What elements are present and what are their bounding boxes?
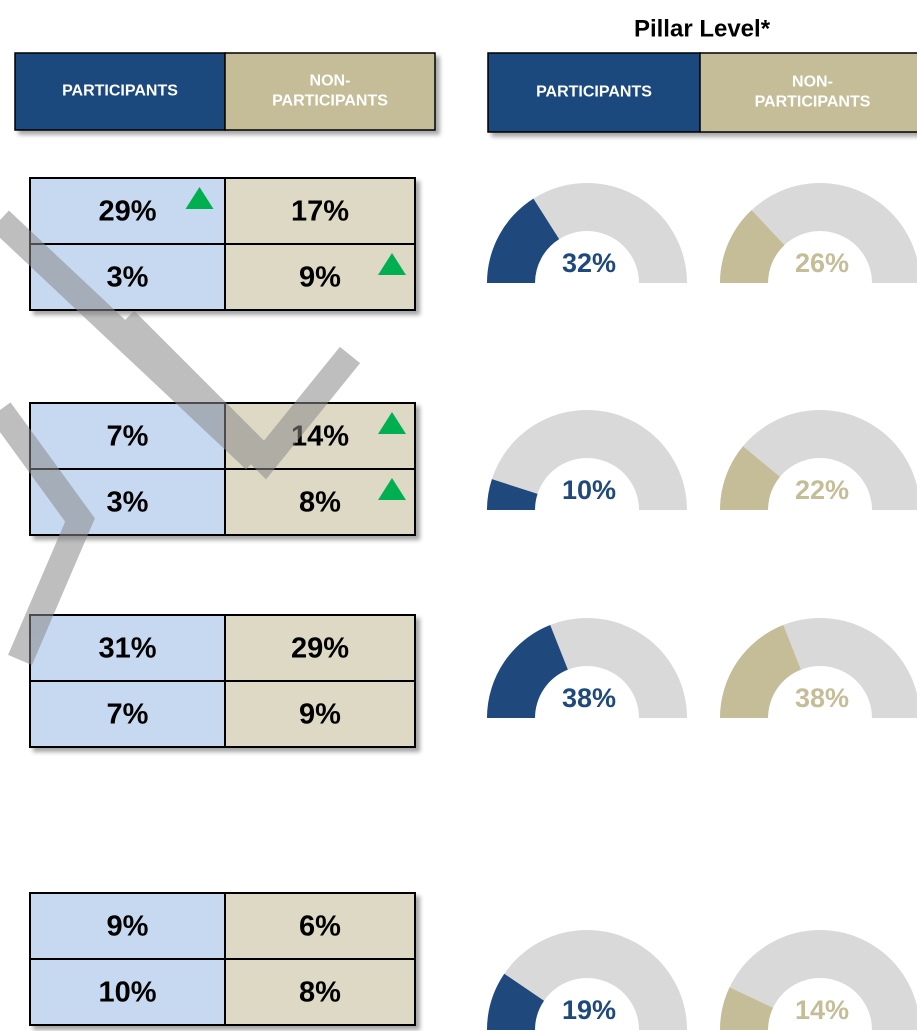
cell-value: 9% [107, 911, 149, 943]
cell-value: 31% [98, 633, 156, 665]
cell-value: 3% [107, 487, 149, 519]
cell [224, 680, 416, 748]
cell [29, 892, 226, 960]
cell [29, 177, 226, 245]
gauge-fill [487, 479, 538, 510]
table [29, 892, 416, 1026]
cell-value: 29% [98, 196, 156, 228]
up-arrow [378, 412, 406, 434]
up-arrow [378, 478, 406, 500]
gauge-fill [487, 625, 568, 718]
header [487, 52, 917, 133]
header-label: PARTICIPANTS [272, 93, 388, 110]
gauge-label: 26% [795, 248, 849, 278]
cell [224, 243, 416, 311]
cell-value: 7% [107, 699, 149, 731]
cell [224, 892, 416, 960]
cell [224, 958, 416, 1026]
header-participants [14, 52, 226, 131]
header-non-participants [224, 52, 436, 131]
cell-value: 8% [299, 487, 341, 519]
header-label: NON- [310, 73, 351, 90]
gauge-fill [720, 210, 785, 283]
cell-value: 9% [299, 699, 341, 731]
cell-value: 9% [299, 262, 341, 294]
cell [224, 614, 416, 682]
gauge-label: 14% [795, 995, 849, 1025]
watermark-stroke [0, 210, 264, 470]
table [29, 614, 416, 748]
up-arrow [185, 187, 214, 209]
gauge-label: 10% [562, 475, 616, 505]
gauge-label: 22% [795, 475, 849, 505]
cell [224, 468, 416, 536]
cell-value: 6% [299, 911, 341, 943]
gauge-track [487, 410, 687, 510]
cell-value: 17% [291, 196, 349, 228]
gauge-fill [720, 987, 773, 1030]
gauge-label: 38% [795, 683, 849, 713]
gauge-label: 38% [562, 683, 616, 713]
header-label: PARTICIPANTS [62, 83, 178, 100]
title: Pillar Level* [634, 15, 771, 42]
gauge-fill [487, 973, 544, 1030]
content: PARTICIPANTS NON- PARTICIPANTS PARTICIPANTS… [14, 52, 917, 1030]
gauge-fill [487, 198, 560, 283]
header [14, 52, 436, 131]
cell-value: 8% [299, 977, 341, 1009]
watermark-stroke [0, 402, 95, 666]
gauge-fill [720, 446, 780, 510]
gauge-label: 32% [562, 248, 616, 278]
gauge-label: 19% [562, 995, 616, 1025]
header-label: PARTICIPANTS [536, 84, 652, 101]
up-arrow [378, 253, 406, 275]
gauge-fill [720, 625, 801, 718]
cell-value: 7% [107, 421, 149, 453]
cell-value: 29% [291, 633, 349, 665]
header-label: NON- [792, 74, 833, 91]
cell [29, 680, 226, 748]
watermark [0, 210, 361, 666]
header-non-participants [699, 52, 917, 133]
cell [224, 177, 416, 245]
cell-value: 10% [98, 977, 156, 1009]
cell-value: 3% [107, 262, 149, 294]
header-label: PARTICIPANTS [755, 94, 871, 111]
gauge-track [720, 930, 917, 1030]
header-participants [487, 52, 701, 133]
